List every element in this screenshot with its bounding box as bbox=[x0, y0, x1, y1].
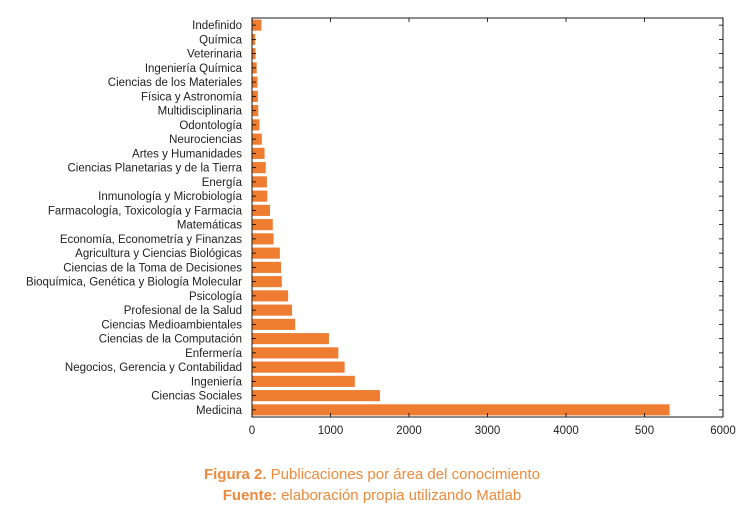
figure-caption: Figura 2. Publicaciones por área del con… bbox=[0, 466, 744, 483]
bar-chart: Medicina Ciencias Sociales Ingeniería Negoc… bbox=[26, 17, 736, 437]
category-label: Medicina bbox=[196, 405, 243, 417]
category-label: Bioquímica, Genética y Biología Molecula… bbox=[26, 277, 242, 289]
bar bbox=[252, 375, 355, 387]
bar bbox=[252, 361, 345, 373]
source-label: Fuente: bbox=[222, 487, 277, 504]
category-label: Ingeniería Química bbox=[145, 63, 243, 75]
category-label: Negocios, Gerencia y Contabilidad bbox=[65, 362, 242, 374]
bar bbox=[252, 276, 282, 288]
bar bbox=[252, 247, 280, 259]
x-tick-label: 2000 bbox=[396, 425, 422, 437]
bar bbox=[252, 261, 282, 273]
bar bbox=[252, 304, 293, 316]
category-label: Indefinido bbox=[192, 20, 242, 32]
figure-title: Publicaciones por área del conocimiento bbox=[266, 466, 540, 483]
bar bbox=[252, 190, 268, 202]
x-tick-label: 0 bbox=[249, 425, 255, 437]
x-tick-label: 3000 bbox=[475, 425, 501, 437]
category-label: Multidisciplinaria bbox=[158, 106, 243, 118]
category-label: Ciencias de la Toma de Decisiones bbox=[63, 262, 242, 274]
category-label: Física y Astronomía bbox=[141, 91, 243, 103]
bar bbox=[252, 333, 329, 345]
category-label: Química bbox=[199, 34, 242, 46]
category-label: Ciencias de los Materiales bbox=[108, 77, 242, 89]
figure-label: Figura 2. bbox=[203, 466, 267, 483]
category-label: Economía, Econometría y Finanzas bbox=[60, 234, 242, 246]
bar bbox=[252, 233, 274, 245]
bar bbox=[252, 219, 273, 231]
category-label: Ciencias Sociales bbox=[151, 391, 242, 403]
source-text: elaboración propia utilizando Matlab bbox=[276, 487, 522, 504]
bar bbox=[252, 133, 262, 145]
bar bbox=[252, 147, 265, 159]
bar bbox=[252, 204, 271, 216]
category-label: Profesional de la Salud bbox=[124, 305, 242, 317]
bar bbox=[252, 19, 262, 31]
x-tick-label: 4000 bbox=[553, 425, 579, 437]
category-label: Psicología bbox=[189, 291, 243, 303]
category-label: Ingeniería bbox=[191, 376, 243, 388]
x-tick-label: 1000 bbox=[318, 425, 344, 437]
category-label: Neurociencias bbox=[169, 134, 242, 146]
category-label: Ciencias Planetarias y de la Tierra bbox=[68, 163, 243, 175]
bar bbox=[252, 404, 670, 416]
bar bbox=[252, 162, 266, 174]
bar bbox=[252, 318, 296, 330]
category-label: Ciencias de la Computación bbox=[99, 334, 242, 346]
category-label: Veterinaria bbox=[187, 49, 243, 61]
category-label: Enfermería bbox=[185, 348, 242, 360]
bar bbox=[252, 347, 339, 359]
x-tick-label: 500 bbox=[635, 425, 654, 437]
category-label: Ciencias Medioambientales bbox=[101, 319, 242, 331]
category-label: Farmacología, Toxicología y Farmacia bbox=[48, 205, 243, 217]
category-label: Artes y Humanidades bbox=[132, 148, 242, 160]
bar bbox=[252, 176, 267, 188]
category-label: Agricultura y Ciencias Biológicas bbox=[75, 248, 242, 260]
bar bbox=[252, 290, 289, 302]
category-label: Inmunología y Microbiología bbox=[98, 191, 242, 203]
category-label: Energía bbox=[202, 177, 243, 189]
source-caption: Fuente: elaboración propia utilizando Ma… bbox=[0, 487, 744, 504]
x-tick-label: 6000 bbox=[710, 425, 736, 437]
category-label: Matemáticas bbox=[177, 220, 242, 232]
category-label: Odontología bbox=[179, 120, 242, 132]
bar bbox=[252, 390, 380, 402]
